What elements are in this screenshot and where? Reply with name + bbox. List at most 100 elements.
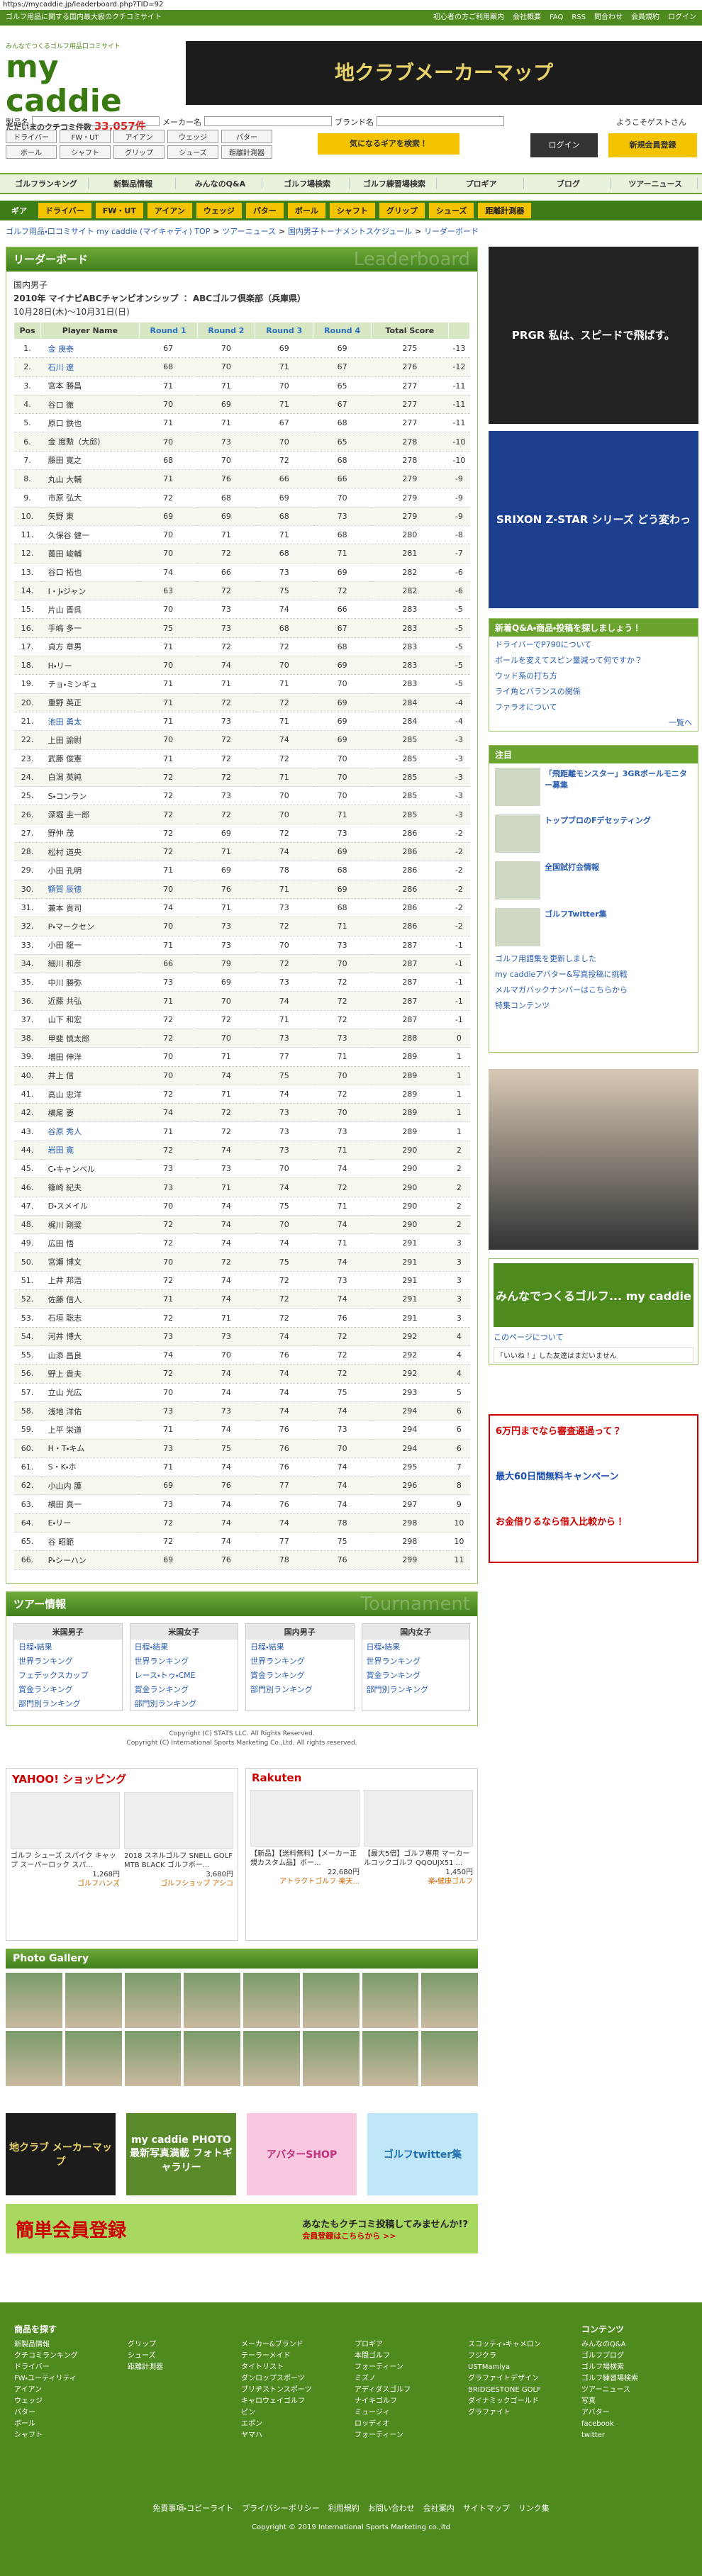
footer-bottom-link[interactable]: 免責事項・コピーライト [152,2504,233,2513]
player-name[interactable]: 横尾 要 [40,1103,140,1123]
shop-item[interactable]: ゴルフ シューズ スパイク キャップ スーパーロック スパ... 1,268円 ゴル… [11,1792,120,1888]
photo[interactable] [243,2031,300,2086]
footer-link[interactable]: 写真 [581,2397,596,2405]
footer-link[interactable]: シューズ [128,2352,156,2360]
footer-link[interactable]: ナイキゴルフ [355,2397,397,2405]
nav-item[interactable]: ブログ [527,178,611,189]
player-name[interactable]: 額賀 辰徳 [40,880,140,899]
player-name[interactable]: 山添 昌良 [40,1345,140,1365]
footer-link[interactable]: スコッティ・キャメロン [468,2341,541,2348]
category-button[interactable]: ボール [6,145,57,159]
tour-link[interactable]: 部門別ランキング [366,1685,429,1694]
player-name[interactable]: 兼本 貴司 [40,898,140,918]
tour-link[interactable]: 日程・結果 [18,1642,52,1652]
photo[interactable] [243,1973,300,2028]
subnav-item[interactable]: グリップ [379,203,425,218]
product-name[interactable]: 【最大5倍】ゴルフ専用 マーカー ルコックゴルフ QQOUJX51 ... [364,1850,470,1867]
footer-link[interactable]: ツアーニュース [581,2386,630,2394]
shop-item[interactable]: 【最大5倍】ゴルフ専用 マーカー ルコックゴルフ QQOUJX51 ... 1,4… [364,1790,473,1886]
banner[interactable]: 地クラブ メーカーマップ [6,2113,116,2195]
subnav-item[interactable]: ウェッジ [196,203,242,218]
top-link[interactable]: 会社概要 [512,13,541,21]
footer-link[interactable]: ブリヂストンスポーツ [241,2386,312,2394]
player-name[interactable]: 上平 栄道 [40,1420,140,1440]
footer-link[interactable]: グラファイト [468,2409,511,2417]
player-name[interactable]: 山下 和宏 [40,1010,140,1029]
footer-link[interactable]: ゴルフ練習場検索 [581,2375,638,2382]
nav-item[interactable]: ゴルフランキング [4,178,89,189]
product-name[interactable]: ゴルフ シューズ スパイク キャップ スーパーロック スパ... [11,1852,116,1869]
player-name[interactable]: 横田 真一 [40,1494,140,1514]
search-input[interactable] [32,116,160,126]
player-name[interactable]: 小田 龍一 [40,936,140,955]
player-name[interactable]: 中川 勝弥 [40,973,140,992]
featured-item[interactable]: ゴルフTwitter集 [489,904,698,951]
category-button[interactable]: ウェッジ [167,130,218,143]
player-name[interactable]: 谷口 徹 [40,395,140,415]
category-button[interactable]: シャフト [60,145,111,159]
tour-link[interactable]: レース・トゥ・CME [134,1671,196,1680]
category-button[interactable]: 距離計測器 [221,145,272,159]
photo[interactable] [6,2031,62,2086]
footer-link[interactable]: ピン [241,2409,255,2417]
featured-title[interactable]: トップブロのFデセッティング [545,816,651,825]
store-name[interactable]: アトラクトゴルフ 楽天... [279,1878,360,1886]
photo[interactable] [184,1973,240,2028]
player-name[interactable]: 谷口 拓也 [40,563,140,582]
player-name[interactable]: 金 度勲（大邱） [40,432,140,452]
tour-link[interactable]: 部門別ランキング [18,1699,81,1708]
player-name[interactable]: 武藤 俊憲 [40,749,140,768]
footer-link[interactable]: グリップ [128,2341,156,2348]
category-button[interactable]: グリップ [113,145,165,159]
footer-link[interactable]: パター [14,2409,35,2417]
footer-link[interactable]: ロッディオ [355,2420,390,2428]
top-link[interactable]: 会員規約 [631,13,659,21]
breadcrumb-item[interactable]: ゴルフ用品・口コミサイト my caddie (マイキャディ) TOP [6,227,211,236]
player-name[interactable]: 谷原 秀人 [40,1121,140,1141]
player-name[interactable]: 立山 光広 [40,1383,140,1402]
register-banner[interactable]: 簡単会員登録 あなたもクチコミ投稿してみませんか!? 会員登録はこちらから >> [6,2204,478,2253]
mycaddie-banner[interactable]: みんなでつくるゴルフ... my caddie [494,1263,693,1327]
nav-item[interactable]: ゴルフ練習場検索 [352,178,437,189]
player-name[interactable]: 宮本 勝昌 [40,376,140,396]
tour-link[interactable]: 賞金ランキング [366,1671,421,1680]
header-banner[interactable]: 地クラブメーカーマップ [186,41,702,105]
photo[interactable] [6,1973,62,2028]
player-name[interactable]: 井上 信 [40,1066,140,1085]
player-name[interactable]: 岩田 寛 [40,1141,140,1160]
news-link[interactable]: ライ角とバランスの関係 [495,687,581,696]
category-button[interactable]: アイアン [113,130,165,143]
footer-link[interactable]: 新製品情報 [14,2341,50,2348]
tour-link[interactable]: フェデックスカップ [18,1671,89,1680]
player-name[interactable]: 小山内 護 [40,1476,140,1496]
player-name[interactable]: 池田 勇太 [40,712,140,732]
search-input[interactable] [204,116,332,126]
footer-link[interactable]: プロギア [355,2341,383,2348]
category-button[interactable]: FW・UT [60,130,111,143]
tour-link[interactable]: 世界ランキング [250,1657,305,1666]
nav-item[interactable]: プロギア [440,178,524,189]
banner[interactable]: my caddie PHOTO 最新写真満載 フォトギャラリー [126,2113,236,2195]
tour-link[interactable]: 部門別ランキング [134,1699,197,1708]
footer-link[interactable]: みんなのQ&A [581,2341,626,2348]
fb-link[interactable]: このページについて [494,1333,564,1342]
text-ad-title[interactable]: 6万円までなら審査通過って？ [496,1426,622,1437]
player-name[interactable]: I・J・ジャン [40,581,140,601]
product-name[interactable]: 【新品】【送料無料】【メーカー正規カスタム品】ボー... [250,1850,357,1867]
tour-link[interactable]: 日程・結果 [250,1642,284,1652]
register-link[interactable]: 会員登録はこちらから >> [302,2231,396,2241]
player-name[interactable]: 松村 道央 [40,842,140,862]
featured-title[interactable]: 全国試打会情報 [545,863,599,872]
footer-link[interactable]: ミュージィ [355,2409,390,2417]
player-name[interactable]: 高山 忠洋 [40,1085,140,1104]
register-button[interactable]: 新規会員登録 [608,133,697,157]
player-name[interactable]: S・コンラン [40,786,140,806]
top-link[interactable]: FAQ [549,13,564,21]
search-submit[interactable]: 気になるギアを検索！ [318,133,459,155]
footer-link[interactable]: 距離計測器 [128,2363,163,2371]
footer-link[interactable]: ウェッジ [14,2397,43,2405]
thumbnail[interactable] [495,814,540,853]
player-name[interactable]: 篠崎 紀夫 [40,1177,140,1197]
footer-link[interactable]: ボール [14,2420,35,2428]
tour-link[interactable]: 世界ランキング [18,1657,73,1666]
